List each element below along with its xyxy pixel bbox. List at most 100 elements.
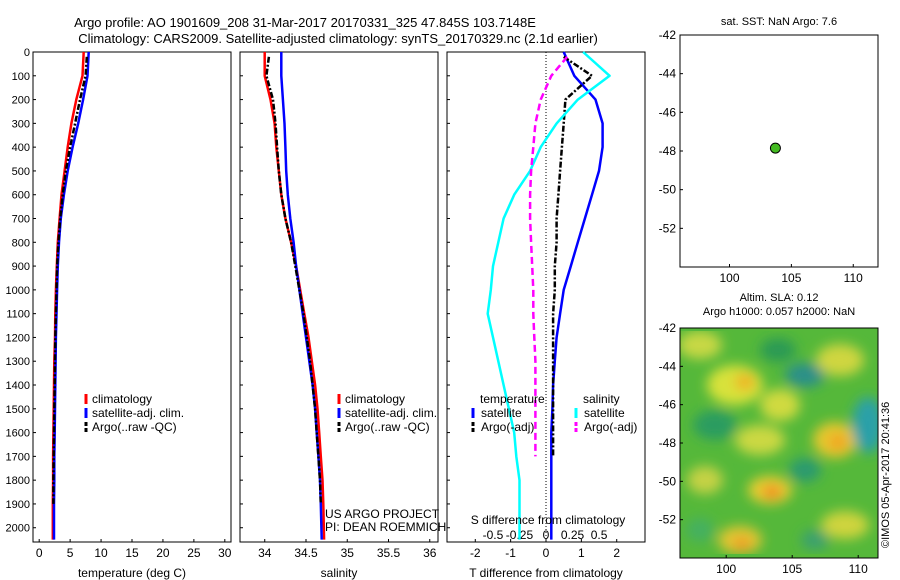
x-tick-label: 110 [844, 271, 863, 285]
legend-label: satellite [481, 406, 522, 420]
x-tick-label: 25 [187, 546, 201, 560]
top-x-tick-label: -0.5 [483, 528, 504, 542]
y-tick-label: 400 [12, 142, 30, 154]
y-tick-label: -44 [659, 359, 677, 373]
x-tick-label: 10 [94, 546, 108, 560]
series-line [263, 52, 326, 540]
y-tick-label: 1100 [6, 309, 30, 321]
y-tick-label: -50 [659, 183, 677, 197]
temperature-panel-frame [32, 51, 232, 543]
x-tick-label: 30 [218, 546, 232, 560]
x-tick-label: 100 [719, 271, 739, 285]
y-tick-label: 2000 [6, 523, 30, 535]
series-line [52, 51, 90, 540]
sla-axes: 100 105 110 -42 -44 -46 -48 -50 -52 [659, 321, 868, 576]
legend-label: satellite [584, 406, 625, 420]
y-tick-label: 500 [12, 166, 30, 178]
y-tick-label: 800 [12, 237, 30, 249]
x-axis-label: salinity [321, 566, 358, 580]
temperature-legend: climatology satellite-adj. clim. Argo(..… [84, 392, 184, 434]
x-tick-label: -2 [470, 546, 481, 560]
figure-title-line2: Climatology: CARS2009. Satellite-adjuste… [78, 31, 598, 46]
top-x-tick-label: 0.25 [561, 528, 585, 542]
y-tick-label: -46 [659, 398, 677, 412]
legend-label: Argo(-adj) [584, 420, 637, 434]
x-tick-label: 2 [613, 546, 620, 560]
x-tick-label: 35.5 [377, 546, 401, 560]
y-tick-label: 1800 [6, 475, 30, 487]
x-tick-label: 105 [781, 271, 801, 285]
salinity-axes: 34 34.5 35 35.5 36 salinity [240, 51, 437, 580]
imos-watermark: ©IMOS 05-Apr-2017 20:41:36 [880, 402, 892, 548]
sla-title-line1: Altim. SLA: 0.12 [740, 292, 819, 304]
y-tick-label: -48 [659, 144, 677, 158]
credit-line1: US ARGO PROJECT [325, 507, 440, 521]
temperature-axes: 0100200300400500600700800900100011001200… [6, 47, 232, 580]
x-tick-label: 15 [125, 546, 139, 560]
series-line [265, 56, 323, 504]
legend-label: Argo(..raw -QC) [345, 420, 430, 434]
location-axes: 100 105 110 -42 -44 -46 -48 -50 -52 [659, 28, 863, 285]
series-line [52, 56, 89, 504]
legend-label: Argo(-adj) [481, 420, 534, 434]
x-tick-label: 5 [67, 546, 74, 560]
y-tick-label: 1500 [6, 404, 30, 416]
salinity-panel-frame [239, 51, 439, 543]
x-tick-label: 36 [423, 546, 437, 560]
legend-title-salinity: salinity [583, 392, 620, 406]
y-tick-label: 1200 [6, 332, 30, 344]
difference-axes: -2 -1 0 1 2 T difference from climatology -0.5… [447, 51, 623, 580]
y-tick-label: 1400 [6, 380, 30, 392]
y-tick-label: 1700 [6, 451, 30, 463]
x-tick-label: 35 [341, 546, 355, 560]
x-tick-label: 34 [258, 546, 272, 560]
x-tick-label: 110 [849, 562, 868, 576]
y-tick-label: 900 [12, 261, 30, 273]
x-axis-label: temperature (deg C) [78, 566, 186, 580]
y-tick-label: 0 [24, 47, 30, 59]
y-tick-label: -48 [659, 436, 677, 450]
x-tick-label: 20 [156, 546, 170, 560]
x-tick-label: 34.5 [294, 546, 318, 560]
figure-title-line1: Argo profile: AO 1901609_208 31-Mar-2017… [74, 15, 536, 30]
y-tick-label: 1600 [6, 428, 30, 440]
top-x-tick-label: 0 [543, 528, 550, 542]
x-axis-label: T difference from climatology [469, 566, 623, 580]
top-x-tick-label: 0.5 [591, 528, 608, 542]
x-tick-label: -1 [505, 546, 516, 560]
y-tick-label: 700 [12, 214, 30, 226]
legend-label: climatology [92, 392, 152, 406]
y-tick-label: 100 [12, 71, 30, 83]
x-tick-label: 105 [782, 562, 802, 576]
legend-label: satellite-adj. clim. [345, 406, 437, 420]
series-line [486, 51, 611, 540]
x-tick-label: 0 [36, 546, 43, 560]
x-tick-label: 0 [543, 546, 550, 560]
y-tick-label: 1300 [6, 356, 30, 368]
y-tick-label: -42 [659, 28, 677, 42]
x-tick-label: 100 [716, 562, 736, 576]
difference-legend: temperature satellite Argo(-adj) salinit… [471, 392, 637, 434]
x-tick-label: 1 [578, 546, 585, 560]
y-tick-label: -42 [659, 321, 677, 335]
y-tick-label: -50 [659, 474, 677, 488]
profile-location-marker [769, 142, 781, 154]
legend-title-temperature: temperature [480, 392, 545, 406]
legend-label: satellite-adj. clim. [92, 406, 184, 420]
y-tick-label: 200 [12, 95, 30, 107]
series-line [551, 55, 594, 457]
legend-label: climatology [345, 392, 405, 406]
y-tick-label: 300 [12, 118, 30, 130]
difference-panel-frame [446, 51, 646, 543]
y-tick-label: 1000 [6, 285, 30, 297]
difference-top-xlabel: S difference from climatology [471, 513, 626, 527]
y-tick-label: 1900 [6, 499, 30, 511]
series-line [528, 55, 569, 457]
legend-label: Argo(..raw -QC) [92, 420, 177, 434]
y-tick-label: -52 [659, 221, 677, 235]
location-panel-title: sat. SST: NaN Argo: 7.6 [721, 16, 837, 28]
y-tick-label: -44 [659, 67, 677, 81]
y-tick-label: -46 [659, 105, 677, 119]
sla-heatmap [679, 327, 879, 559]
